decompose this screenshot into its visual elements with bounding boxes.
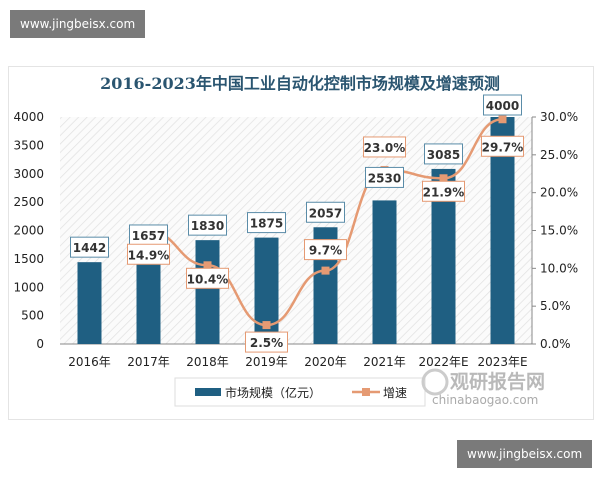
growth-marker bbox=[203, 261, 212, 270]
legend-label-bar: 市场规模（亿元） bbox=[225, 385, 321, 400]
bar-data-label: 2057 bbox=[309, 206, 342, 220]
bar-label-box bbox=[483, 94, 522, 116]
growth-marker bbox=[439, 174, 448, 183]
y-left-tick-label: 0 bbox=[36, 337, 44, 351]
growth-marker bbox=[498, 115, 507, 124]
bar-label-box bbox=[247, 212, 286, 234]
line-data-label: 10.4% bbox=[187, 272, 229, 286]
watermark-bottom: www.jingbeisx.com bbox=[457, 440, 593, 468]
y-right-tick-label: 15.0% bbox=[540, 224, 578, 238]
x-tick-label: 2017年 bbox=[127, 355, 170, 369]
line-data-label: 9.7% bbox=[309, 244, 342, 258]
x-tick-label: 2016年 bbox=[68, 355, 111, 369]
chart-title: 2016-2023年中国工业自动化控制市场规模及增速预测 bbox=[100, 74, 500, 93]
line-data-label: 21.9% bbox=[423, 185, 465, 199]
legend-swatch-marker bbox=[362, 388, 370, 396]
bar-label-box bbox=[188, 214, 227, 236]
y-right-tick-label: 0.0% bbox=[540, 337, 571, 351]
bar-data-label: 3085 bbox=[427, 148, 460, 162]
x-tick-label: 2018年 bbox=[186, 355, 229, 369]
y-left-tick-label: 3500 bbox=[13, 138, 44, 152]
growth-marker bbox=[262, 321, 271, 330]
line-label-box bbox=[363, 136, 406, 158]
y-left-tick-label: 1500 bbox=[13, 252, 44, 266]
y-left-tick-label: 1000 bbox=[13, 280, 44, 294]
line-data-label: 2.5% bbox=[250, 336, 283, 350]
y-left-tick-label: 2500 bbox=[13, 195, 44, 209]
bar-label-box bbox=[306, 201, 345, 223]
y-left-tick-label: 500 bbox=[21, 309, 44, 323]
bar-label-box bbox=[424, 143, 463, 165]
logo-icon bbox=[421, 368, 449, 396]
line-label-box bbox=[304, 239, 347, 261]
y-right-tick-label: 25.0% bbox=[540, 148, 578, 162]
bar bbox=[136, 249, 161, 344]
bar-label-box bbox=[365, 166, 404, 188]
x-tick-label: 2022年E bbox=[418, 355, 468, 369]
y-left-tick-label: 3000 bbox=[13, 167, 44, 181]
watermark-top: www.jingbeisx.com bbox=[10, 10, 146, 38]
line-data-label: 23.0% bbox=[364, 141, 406, 155]
legend-swatch-bar bbox=[195, 388, 221, 396]
line-label-box bbox=[186, 267, 229, 289]
bar-data-label: 1442 bbox=[73, 241, 106, 255]
y-left-tick-label: 2000 bbox=[13, 224, 44, 238]
y-right-tick-label: 10.0% bbox=[540, 261, 578, 275]
x-tick-label: 2019年 bbox=[245, 355, 288, 369]
bar-data-label: 4000 bbox=[486, 99, 519, 113]
bar-data-label: 2530 bbox=[368, 171, 401, 185]
logo-text: 观研报告网 bbox=[450, 370, 545, 393]
line-data-label: 14.9% bbox=[128, 248, 170, 262]
bar-label-box bbox=[70, 236, 109, 258]
bar-data-label: 1830 bbox=[191, 219, 224, 233]
bar-data-label: 1875 bbox=[250, 217, 283, 231]
logo-url: chinabaogao.com bbox=[432, 393, 538, 407]
line-label-box bbox=[245, 331, 288, 353]
y-left-tick-label: 4000 bbox=[13, 110, 44, 124]
bar bbox=[77, 262, 102, 344]
y-right-tick-label: 5.0% bbox=[540, 299, 571, 313]
bar bbox=[195, 240, 220, 344]
line-label-box bbox=[422, 180, 465, 202]
y-right-tick-label: 30.0% bbox=[540, 110, 578, 124]
x-tick-label: 2023年E bbox=[477, 355, 527, 369]
bar bbox=[372, 200, 397, 344]
line-label-box bbox=[127, 243, 170, 265]
growth-marker bbox=[321, 266, 330, 275]
x-tick-label: 2021年 bbox=[363, 355, 406, 369]
line-label-box bbox=[481, 135, 524, 157]
line-data-label: 29.7% bbox=[482, 140, 524, 154]
y-right-tick-label: 20.0% bbox=[540, 186, 578, 200]
x-tick-label: 2020年 bbox=[304, 355, 347, 369]
legend-label-line: 增速 bbox=[383, 386, 407, 400]
bar-data-label: 1657 bbox=[132, 229, 165, 243]
